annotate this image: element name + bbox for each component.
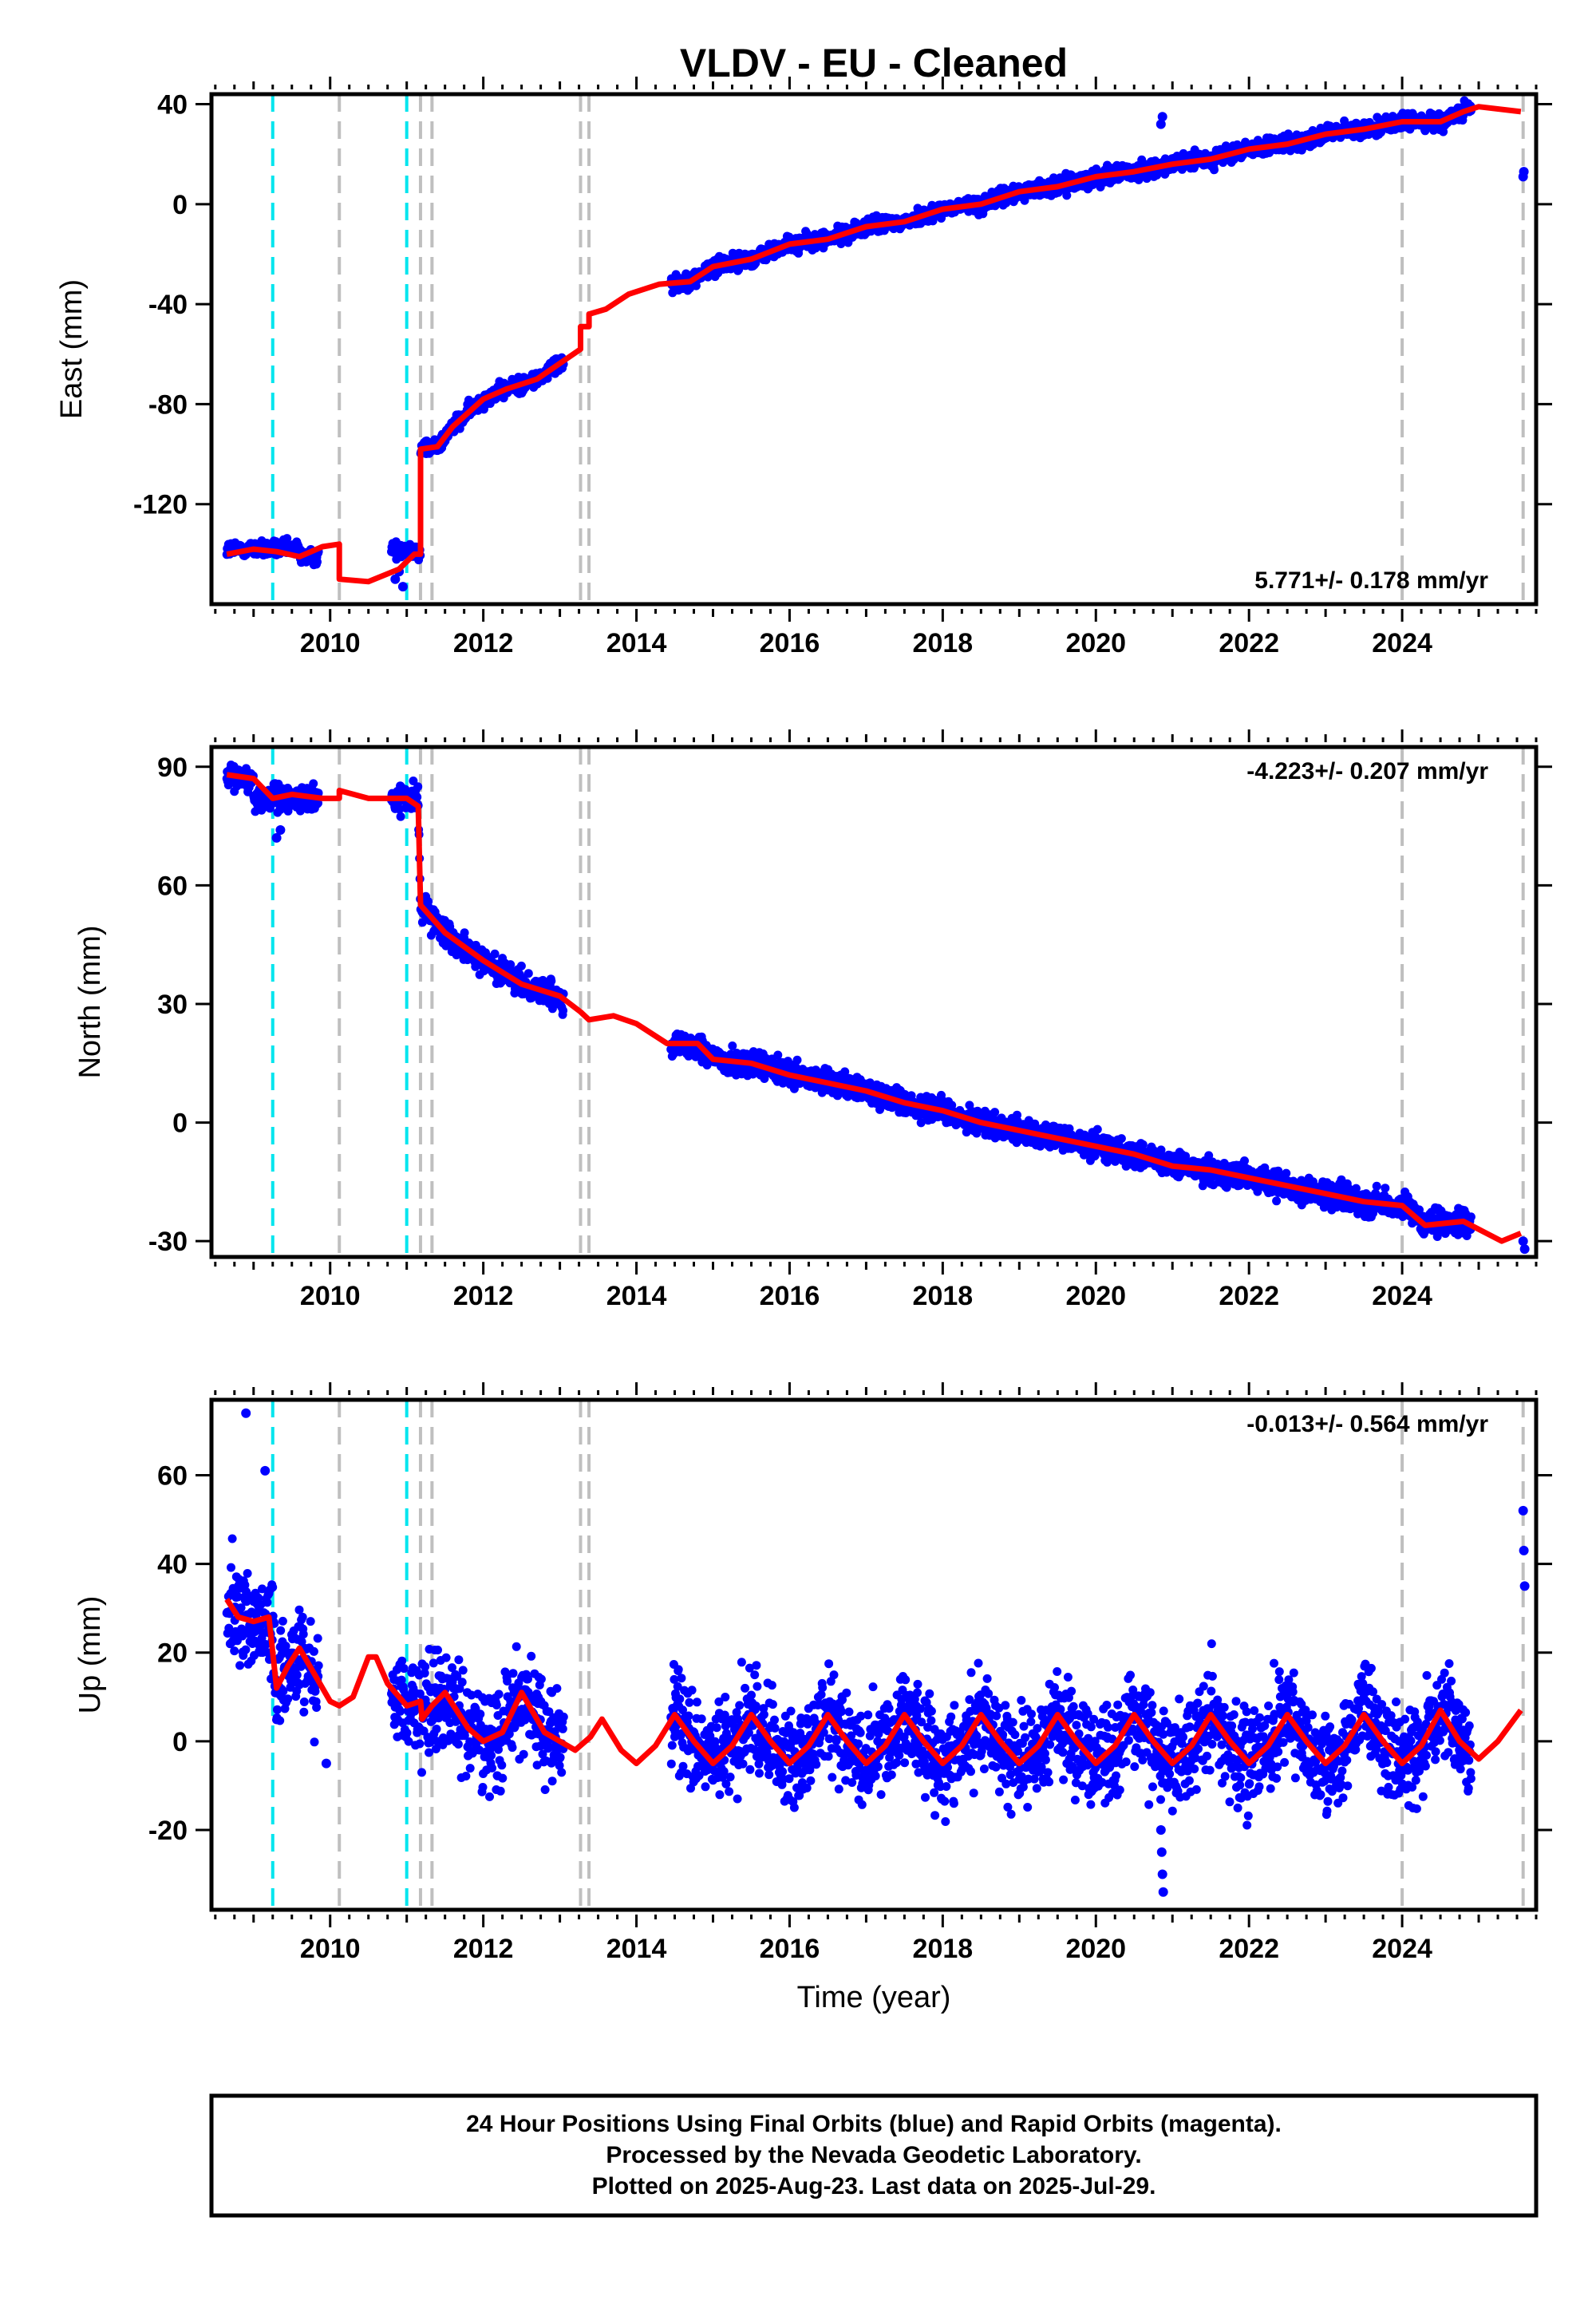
data-point [309, 779, 318, 788]
y-axis-label: East (mm) [55, 279, 89, 419]
data-point [282, 534, 292, 543]
x-tick-label: 2022 [1219, 628, 1279, 658]
x-tick-label: 2014 [606, 628, 667, 658]
y-tick-label: -80 [148, 389, 188, 420]
data-point [1282, 1168, 1291, 1178]
y-tick-label: 40 [157, 90, 188, 121]
y-tick-label: -40 [148, 290, 188, 320]
data-point [559, 1006, 568, 1015]
chart-title: VLDV - EU - Cleaned [680, 41, 1068, 85]
x-tick-label: 2010 [300, 628, 361, 658]
data-point [396, 812, 405, 821]
data-point [1138, 1140, 1148, 1149]
panel-2: 2010 2012 2014 2016 2018 2020 2022 20249060300-… [73, 729, 1552, 1311]
x-tick-label: 2024 [1372, 628, 1432, 658]
data-point [516, 961, 526, 970]
data-point [397, 582, 408, 592]
panel-1: 2010 2012 2014 2016 2018 2020 2022 2024 40 0 -40 -8… [55, 77, 1552, 658]
data-point [1116, 1134, 1126, 1144]
x-tick-label: 2020 [1065, 628, 1126, 658]
data-point [990, 1108, 1000, 1117]
x-tick-label: 2016 [760, 628, 820, 658]
velocity-rate-label: 5.771+/- 0.178 mm/yr [1254, 567, 1488, 594]
data-point [1272, 1196, 1282, 1206]
data-point [413, 782, 423, 792]
x-tick-label: 2018 [913, 628, 974, 658]
data-point [460, 928, 469, 938]
data-point [1519, 167, 1529, 177]
data-point [1210, 165, 1219, 175]
data-point [523, 969, 533, 978]
data-point [547, 976, 556, 986]
data-point [490, 949, 500, 958]
y-tick-label: 0 [172, 190, 188, 220]
data-point [1092, 1124, 1102, 1134]
data-point [313, 557, 322, 567]
data-point [792, 1055, 802, 1065]
plot-frame [209, 92, 1539, 607]
x-tick-label: 2012 [453, 628, 514, 658]
data-point [1157, 112, 1167, 122]
y-tick-label: -120 [133, 490, 188, 520]
